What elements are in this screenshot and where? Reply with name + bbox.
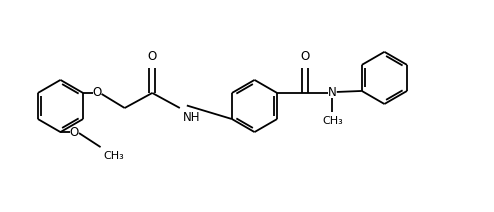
Text: CH₃: CH₃ — [103, 151, 124, 161]
Text: NH: NH — [183, 110, 201, 124]
Text: O: O — [148, 50, 157, 63]
Text: CH₃: CH₃ — [322, 116, 343, 126]
Text: O: O — [70, 126, 79, 139]
Text: O: O — [92, 86, 102, 99]
Text: O: O — [300, 50, 309, 63]
Text: N: N — [328, 86, 336, 99]
